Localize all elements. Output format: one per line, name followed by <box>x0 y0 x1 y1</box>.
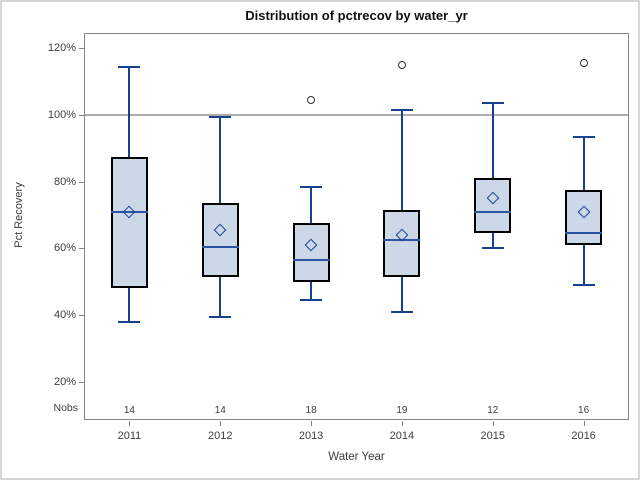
x-tick-mark <box>129 421 131 426</box>
y-tick-label: 40% <box>53 309 76 321</box>
plot-area <box>84 33 629 420</box>
chart-title: Distribution of pctrecov by water_yr <box>245 8 468 23</box>
x-tick-label: 2016 <box>571 430 596 442</box>
x-tick-mark <box>583 421 585 426</box>
x-tick-mark <box>220 421 222 426</box>
y-tick-label: 120% <box>47 42 76 55</box>
y-tick-label: 60% <box>53 242 76 255</box>
x-tick-mark <box>401 421 403 426</box>
y-tick-label: 100% <box>47 109 76 121</box>
y-tick-label: 80% <box>53 175 76 188</box>
x-axis-label: Water Year <box>328 451 385 463</box>
x-tick-mark <box>311 421 313 426</box>
x-tick-label: 2012 <box>208 430 233 442</box>
x-tick-label: 2014 <box>389 430 415 442</box>
y-axis-label: Pct Recovery <box>13 182 25 248</box>
nobs-row-label: Nobs <box>53 402 78 414</box>
x-tick-mark <box>492 421 494 426</box>
y-tick-label: 20% <box>53 375 76 388</box>
x-tick-label: 2011 <box>117 430 142 442</box>
x-tick-label: 2015 <box>480 430 505 442</box>
x-tick-label: 2013 <box>298 430 324 442</box>
